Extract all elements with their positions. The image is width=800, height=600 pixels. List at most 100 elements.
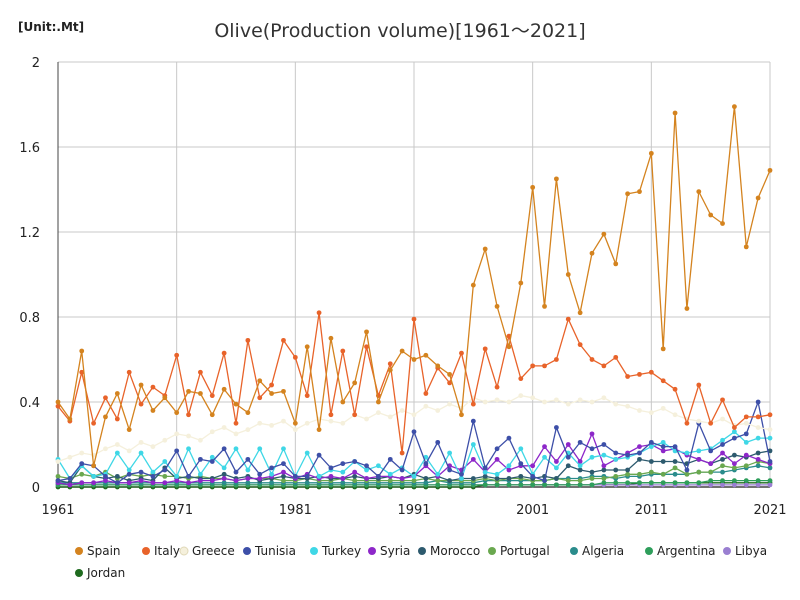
data-point-italy [209,393,215,399]
data-point-morocco [447,478,452,484]
data-point-syria [186,480,191,486]
data-point-argentina [435,482,441,488]
data-point-syria [364,476,369,481]
data-point-turkey [304,450,310,456]
data-point-turkey [281,446,286,452]
data-point-italy [399,450,405,456]
data-point-algeria [245,480,251,486]
data-point-tunisia [613,450,619,456]
data-point-spain [198,391,203,396]
data-point-syria [755,456,761,462]
legend-label: Morocco [430,544,480,558]
data-point-portugal [565,478,571,484]
x-tick-label: 1961 [41,503,74,518]
data-point-turkey [186,446,191,452]
data-point-greece [554,397,559,403]
legend-item-libya[interactable]: Libya [723,544,767,558]
data-point-argentina [482,482,488,488]
data-point-greece [423,403,429,409]
x-tick-label: 2011 [635,503,668,518]
data-point-spain [648,150,654,156]
data-point-argentina [542,482,547,488]
legend-label: Italy [154,544,180,558]
data-point-tunisia [399,467,405,473]
data-point-tunisia [637,450,642,456]
y-tick-label: 2 [32,56,40,71]
legend-label: Spain [87,544,121,558]
data-point-greece [376,410,381,416]
data-point-syria [530,463,536,469]
data-point-argentina [577,482,583,488]
legend-item-portugal[interactable]: Portugal [488,544,550,558]
legend-item-syria[interactable]: Syria [368,544,410,558]
legend-item-jordan[interactable]: Jordan [75,566,125,580]
data-point-italy [648,369,654,375]
data-point-tunisia [755,399,761,405]
data-point-morocco [494,476,500,481]
data-point-turkey [376,463,381,469]
data-point-italy [518,376,524,382]
data-point-greece [387,414,393,420]
data-point-tunisia [198,456,203,462]
legend-marker [418,547,426,555]
legend-item-turkey[interactable]: Turkey [310,544,361,558]
data-point-spain [304,344,310,350]
data-point-spain [470,282,476,288]
legend-item-italy[interactable]: Italy [142,544,180,558]
legend-item-tunisia[interactable]: Tunisia [243,544,296,558]
data-point-turkey [435,471,441,477]
data-point-spain [672,110,678,116]
data-point-spain [565,272,571,277]
legend-label: Tunisia [254,544,296,558]
data-point-greece [221,425,227,430]
data-point-turkey [684,450,690,456]
legend-item-argentina[interactable]: Argentina [645,544,716,558]
data-point-portugal [684,471,690,477]
x-tick-label: 2021 [753,503,786,518]
data-point-spain [637,189,642,195]
data-point-tunisia [269,465,274,471]
legend-item-morocco[interactable]: Morocco [418,544,480,558]
data-point-italy [459,350,464,356]
data-point-greece [482,399,488,405]
data-point-italy [411,316,417,322]
data-point-greece [162,437,168,443]
data-point-italy [482,346,488,352]
legend-marker [645,547,653,555]
legend-item-algeria[interactable]: Algeria [570,544,624,558]
data-point-greece [257,420,263,426]
data-point-spain [399,348,405,354]
data-point-spain [352,380,358,386]
data-point-italy [304,393,310,399]
data-point-spain [732,104,737,110]
legend-item-spain[interactable]: Spain [75,544,121,558]
data-point-syria [257,476,263,481]
data-point-argentina [601,480,607,486]
data-point-spain [292,420,298,426]
data-point-spain [767,167,773,173]
data-point-spain [79,348,85,354]
data-point-turkey [447,450,452,456]
data-point-greece [601,395,607,401]
data-point-spain [482,246,488,252]
x-tick-label: 1991 [397,503,430,518]
legend-marker [75,547,83,555]
data-point-tunisia [743,431,749,437]
data-point-syria [221,476,227,481]
data-point-portugal [589,476,595,481]
unit-label: [Unit:.Mt] [18,20,85,34]
data-point-morocco [625,467,630,473]
data-point-tunisia [732,435,737,441]
data-point-turkey [696,448,702,454]
data-point-syria [743,452,749,458]
data-point-tunisia [233,469,239,475]
legend-item-greece[interactable]: Greece [179,544,235,558]
data-point-spain [494,303,500,309]
data-point-greece [126,448,132,454]
legend-marker [75,569,83,577]
data-point-greece [114,442,120,447]
data-point-turkey [269,471,274,477]
data-point-turkey [720,437,725,443]
data-point-tunisia [316,452,322,458]
data-point-turkey [138,450,144,456]
